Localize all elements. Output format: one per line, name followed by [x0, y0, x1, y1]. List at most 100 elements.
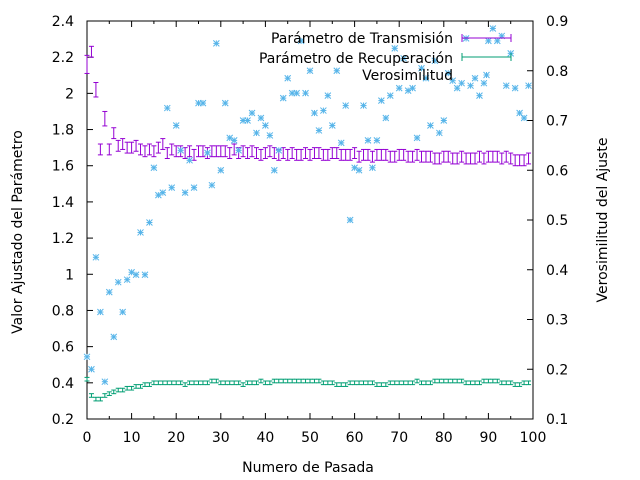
- data-point: [124, 141, 130, 154]
- data-point: [199, 99, 207, 107]
- data-point: [520, 114, 528, 122]
- data-point: [133, 139, 139, 152]
- data-point: [459, 378, 465, 384]
- star-stroke: [302, 89, 309, 97]
- data-point: [119, 308, 127, 316]
- data-point: [311, 378, 317, 384]
- data-point: [499, 380, 505, 386]
- data-point: [391, 45, 399, 52]
- data-point: [249, 145, 255, 158]
- data-point: [231, 380, 237, 386]
- star-stroke: [525, 82, 532, 90]
- star-stroke: [217, 166, 225, 174]
- legend-symbol-recuperacion: [461, 53, 512, 61]
- data-point: [298, 148, 304, 161]
- data-point: [83, 353, 91, 361]
- data-point: [444, 69, 452, 77]
- series-transmision: [84, 45, 532, 167]
- data-point: [190, 184, 198, 192]
- data-point: [235, 146, 242, 154]
- star-stroke: [444, 69, 452, 77]
- data-point: [512, 154, 518, 167]
- plot-frame: [86, 20, 534, 420]
- x-tick-label: 50: [301, 430, 319, 446]
- star-stroke: [422, 74, 430, 82]
- data-point: [409, 84, 416, 92]
- plot-border: [86, 20, 534, 420]
- data-point: [521, 380, 527, 386]
- data-point: [120, 138, 126, 150]
- data-point: [111, 127, 117, 140]
- data-point: [329, 147, 335, 159]
- star-stroke: [471, 74, 479, 82]
- star-stroke: [97, 308, 104, 316]
- data-point: [320, 107, 327, 114]
- data-point: [213, 378, 219, 384]
- legend-symbol-transmision: [461, 34, 512, 42]
- data-point: [517, 154, 523, 167]
- data-point: [276, 378, 282, 384]
- data-point: [472, 380, 478, 386]
- star-stroke: [275, 146, 283, 154]
- data-point: [432, 152, 438, 165]
- data-point: [503, 380, 509, 386]
- data-point: [151, 380, 157, 386]
- data-point: [257, 114, 265, 122]
- y2-tick-label: 0.3: [546, 313, 568, 329]
- data-point: [454, 152, 460, 165]
- data-point: [427, 380, 433, 386]
- legend: Parámetro de Transmisión Parámetro de Re…: [259, 31, 512, 84]
- star-stroke: [293, 89, 300, 97]
- star-stroke: [114, 278, 122, 286]
- data-point: [338, 382, 344, 387]
- y-tick-label: 1.8: [52, 123, 74, 139]
- x-tick-label: 40: [256, 430, 274, 446]
- y2-tick-label: 0.5: [546, 213, 568, 229]
- star-stroke: [337, 139, 345, 147]
- data-point: [440, 117, 448, 124]
- data-point: [123, 276, 131, 284]
- data-point: [400, 54, 408, 62]
- data-point: [155, 141, 161, 154]
- star-stroke: [315, 127, 323, 134]
- data-point: [347, 148, 353, 161]
- data-point: [302, 89, 309, 97]
- data-point: [378, 148, 384, 161]
- star-stroke: [137, 229, 144, 236]
- data-point: [511, 84, 519, 92]
- data-point: [248, 109, 256, 117]
- data-point: [422, 74, 430, 82]
- data-point: [356, 150, 362, 163]
- data-point: [414, 378, 420, 384]
- star-stroke: [101, 378, 109, 386]
- data-point: [182, 382, 188, 387]
- star-stroke: [204, 149, 211, 157]
- y2-tick-label: 0.9: [546, 14, 568, 30]
- data-point: [410, 150, 416, 163]
- star-stroke: [427, 122, 434, 129]
- legend-label-transmision: Parámetro de Transmisión: [271, 31, 453, 47]
- star-stroke: [382, 114, 390, 122]
- star-stroke: [520, 114, 528, 122]
- y-tick-label: 0.6: [52, 340, 74, 356]
- y-tick-label: 1.2: [52, 231, 74, 247]
- y-axis-ticks: 0.2 0.4 0.6 0.8 1 1.2 1.4 1.6 1.8 2 2.2 2.4: [52, 14, 93, 428]
- data-point: [132, 271, 140, 279]
- data-point: [392, 380, 398, 386]
- data-point: [449, 77, 457, 85]
- star-stroke: [324, 92, 332, 99]
- data-point: [489, 25, 497, 32]
- y-tick-label: 0.8: [52, 303, 74, 319]
- data-point: [374, 382, 380, 387]
- data-point: [311, 147, 317, 159]
- data-point: [222, 145, 228, 158]
- x-tick-label: 100: [520, 430, 547, 446]
- data-point: [84, 54, 90, 74]
- star-stroke: [172, 122, 180, 129]
- data-point: [364, 137, 372, 144]
- data-point: [307, 378, 313, 384]
- data-point: [343, 148, 349, 161]
- y-tick-label: 0.4: [52, 376, 74, 392]
- data-point: [146, 382, 152, 387]
